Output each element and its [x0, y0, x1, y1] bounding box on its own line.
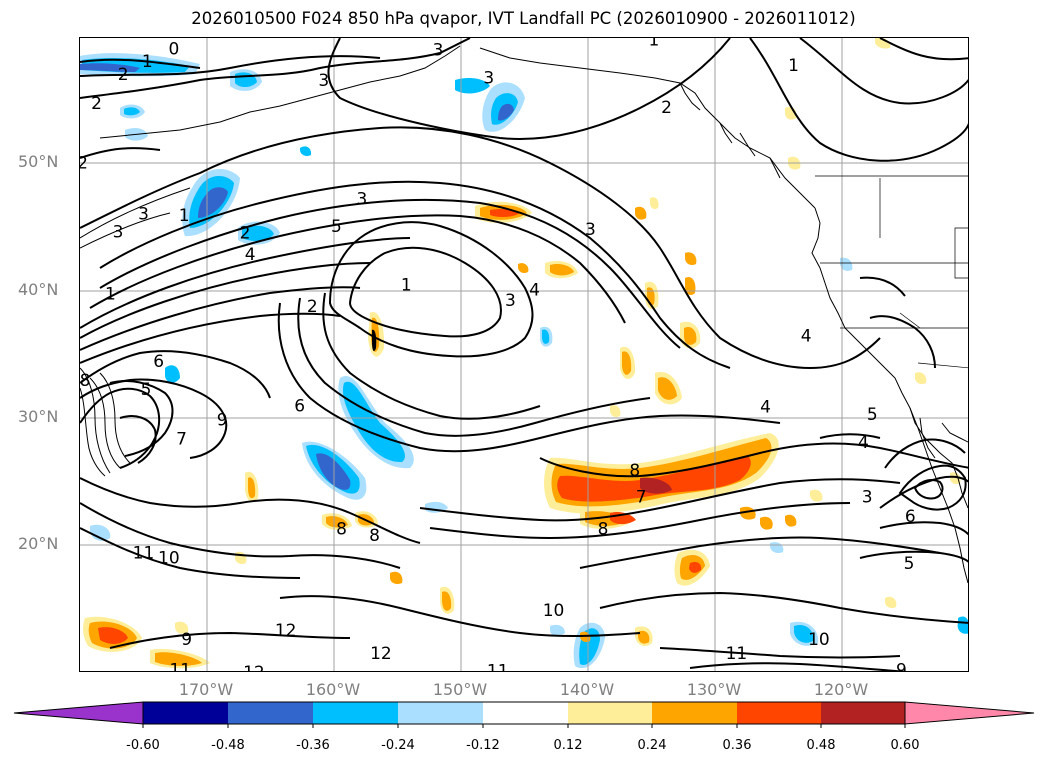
contour-label: 12 — [275, 621, 297, 641]
contour-label: 3 — [585, 220, 596, 240]
colorbar-tick-label: -0.24 — [381, 738, 415, 753]
colorbar-extend-high — [904, 701, 1035, 725]
contour-label: 1 — [142, 52, 153, 72]
contour-label: 2 — [661, 98, 672, 118]
lat-label-50n: 50°N — [18, 152, 59, 171]
colorbar-tick-marks — [142, 724, 906, 728]
contour-labels: 0123331122235124333123414658967454365878… — [80, 38, 916, 672]
contour-label: 1 — [179, 206, 190, 226]
colorbar-extend-low — [13, 701, 144, 725]
contour-label: 1 — [401, 276, 412, 296]
contour-label: 7 — [636, 488, 647, 508]
contour-label: 3 — [433, 41, 444, 61]
contour-label: 3 — [138, 205, 149, 225]
contour-label: 4 — [760, 398, 771, 418]
contour-label: 4 — [801, 326, 812, 346]
contour-label: 9 — [217, 410, 228, 430]
contour-label: 5 — [867, 405, 878, 425]
contour-label: 10 — [158, 549, 180, 569]
graticule — [80, 38, 968, 671]
contour-label: 8 — [598, 519, 609, 539]
map-title: 2026010500 F024 850 hPa qvapor, IVT Land… — [191, 9, 856, 28]
contour-label: 11 — [726, 644, 748, 664]
colorbar-tick-label: 0.24 — [637, 738, 667, 753]
map-frame[interactable]: 0123331122235124333123414658967454365878… — [79, 37, 969, 672]
thin-contours — [80, 187, 191, 477]
contour-label: 2 — [118, 65, 129, 85]
map-canvas[interactable]: 0123331122235124333123414658967454365878… — [80, 38, 969, 672]
lat-label-30n: 30°N — [18, 407, 59, 426]
colorbar-tick-label: 0.48 — [806, 738, 836, 753]
contour-label: 11 — [133, 544, 155, 564]
contour-label: 4 — [858, 433, 869, 453]
contour-label: 8 — [629, 461, 640, 481]
contour-label: 4 — [529, 281, 540, 301]
contour-label: 11 — [169, 660, 191, 672]
colorbar-bin-9 — [821, 702, 905, 724]
lat-label-20n: 20°N — [18, 534, 59, 553]
lon-label-150w: 150°W — [432, 680, 488, 699]
negative-anomaly-shading — [80, 53, 968, 669]
colorbar-tick-label: 0.36 — [722, 738, 752, 753]
lon-label-170w: 170°W — [178, 680, 234, 699]
lat-label-40n: 40°N — [18, 280, 59, 299]
colorbar-bin-7 — [652, 702, 737, 724]
colorbar-bin-6 — [568, 702, 652, 724]
contour-label: 9 — [896, 660, 907, 672]
colorbar-bin-5 — [483, 702, 568, 724]
colorbar — [13, 701, 1035, 728]
contour-label: 1 — [788, 56, 799, 76]
contour-label: 6 — [153, 352, 164, 372]
lon-label-130w: 130°W — [686, 680, 742, 699]
colorbar-tick-label: -0.12 — [466, 738, 500, 753]
contour-label: 4 — [245, 245, 256, 265]
colorbar-tick-label: -0.60 — [126, 738, 160, 753]
contour-label: 2 — [80, 154, 88, 174]
colorbar-bin-2 — [228, 702, 313, 724]
contour-label: 11 — [487, 662, 509, 672]
contour-label: 1 — [105, 285, 116, 305]
contour-label: 8 — [369, 526, 380, 546]
contour-label: 10 — [543, 601, 565, 621]
contour-label: 10 — [808, 630, 830, 650]
contour-label: 7 — [176, 429, 187, 449]
contour-label: 6 — [905, 507, 916, 527]
contour-label: 3 — [483, 69, 494, 89]
colorbar-tick-label: -0.48 — [211, 738, 245, 753]
contour-label: 12 — [370, 644, 392, 664]
contour-label: 5 — [331, 217, 342, 237]
colorbar-tick-label: -0.36 — [296, 738, 330, 753]
colorbar-bin-4 — [398, 702, 483, 724]
contour-label: 1 — [648, 38, 659, 51]
contour-label: 6 — [294, 396, 305, 416]
lon-label-120w: 120°W — [813, 680, 869, 699]
contour-label: 2 — [91, 94, 102, 114]
contour-label: 3 — [113, 222, 124, 242]
contour-label: 9 — [181, 630, 192, 650]
contour-label: 8 — [80, 371, 90, 391]
political-borders — [815, 175, 968, 369]
contour-label: 3 — [505, 291, 516, 311]
colorbar-bin-8 — [737, 702, 821, 724]
contour-label: 5 — [904, 554, 915, 574]
contour-label: 3 — [318, 71, 329, 91]
contour-label: 8 — [336, 519, 347, 539]
colorbar-outline — [142, 701, 906, 725]
colorbar-bin-1 — [143, 702, 228, 724]
contour-label: 3 — [862, 488, 873, 508]
colorbar-tick-label: 0.60 — [890, 738, 920, 753]
qvapor-contours — [80, 38, 968, 671]
contour-label: 3 — [356, 189, 367, 209]
lon-label-160w: 160°W — [305, 680, 361, 699]
lon-label-140w: 140°W — [559, 680, 615, 699]
colorbar-tick-label: 0.12 — [553, 738, 583, 753]
contour-label: 2 — [307, 297, 318, 317]
contour-label: 5 — [141, 380, 152, 400]
colorbar-bin-3 — [313, 702, 398, 724]
contour-label: 12 — [243, 663, 265, 672]
contour-label: 2 — [240, 224, 251, 244]
contour-label: 0 — [169, 39, 180, 59]
